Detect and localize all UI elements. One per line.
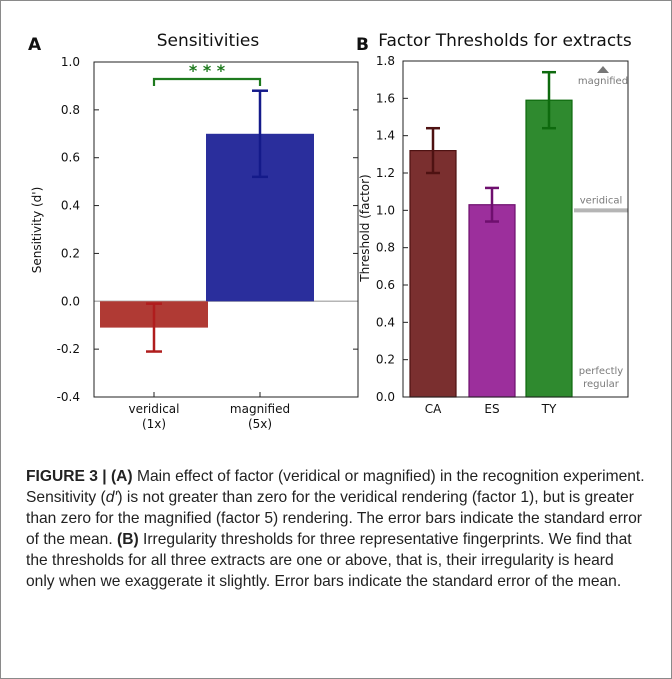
panel-a-bars: [100, 133, 314, 328]
y-tick-label: 0.8: [61, 103, 80, 117]
bar-CA: [409, 150, 457, 398]
x-category-sublabel: (1x): [142, 417, 166, 431]
panel-b-x-category-labels: CA ES TY: [425, 402, 557, 416]
perfectly-label: perfectly: [579, 366, 623, 377]
y-tick-label: 0.4: [376, 315, 395, 329]
y-tick-label: 1.8: [376, 54, 395, 68]
y-tick-label: -0.4: [57, 390, 80, 404]
y-tick-label: 1.0: [376, 203, 395, 217]
panel-b-bars: [409, 99, 573, 398]
caption-b-label: (B): [117, 531, 139, 548]
x-category-label: CA: [425, 402, 442, 416]
caption-d-prime: d′: [105, 489, 118, 506]
y-tick-label: -0.2: [57, 342, 80, 356]
significance-stars: * * *: [189, 61, 226, 80]
y-tick-label: 0.6: [376, 278, 395, 292]
x-category-label: magnified: [230, 402, 290, 416]
panel-a-title: Sensitivities: [157, 31, 260, 51]
figure-caption: FIGURE 3 | (A) Main effect of factor (ve…: [26, 466, 646, 592]
x-category-label: ES: [484, 402, 499, 416]
y-tick-label: 0.0: [61, 294, 80, 308]
y-tick-label: 1.6: [376, 91, 395, 105]
y-tick-label: 0.8: [376, 241, 395, 255]
bar-TY: [525, 99, 573, 398]
y-tick-label: 0.6: [61, 151, 80, 165]
caption-a-text-2: ) is not greater than zero for the verid…: [26, 489, 642, 548]
panel-b-title: Factor Thresholds for extracts: [378, 31, 632, 51]
magnified-label: magnified: [578, 76, 628, 87]
panel-b-label: B: [356, 35, 369, 55]
caption-figure-label: FIGURE 3 |: [26, 468, 107, 485]
panel-a-label: A: [28, 35, 42, 55]
panel-b: B Factor Thresholds for extracts Thresho…: [356, 31, 632, 416]
panel-a-y-tick-labels: 1.0 0.8 0.6 0.4 0.2 0.0 -0.2 -0.4: [57, 55, 80, 404]
panel-b-y-axis-label: Threshold (factor): [358, 174, 372, 282]
y-tick-label: 1.2: [376, 166, 395, 180]
bar-ES: [468, 204, 516, 398]
y-tick-label: 0.2: [61, 246, 80, 260]
panel-b-error-bars: [426, 70, 556, 223]
panel-a-error-bars: [146, 89, 268, 397]
panel-a-significance-bracket: * * *: [152, 61, 262, 86]
y-tick-label: 0.4: [61, 199, 80, 213]
x-category-label: veridical: [129, 402, 180, 416]
x-category-sublabel: (5x): [248, 417, 272, 431]
y-tick-label: 1.0: [61, 55, 80, 69]
panel-a: A Sensitivities Sensitivity (d') 1.0 0.8 0…: [28, 31, 359, 431]
panel-a-axes-frame: [93, 61, 359, 398]
y-tick-label: 1.4: [376, 129, 395, 143]
magnified-arrow-icon: [597, 66, 609, 73]
x-category-label: TY: [541, 402, 557, 416]
y-tick-label: 0.2: [376, 353, 395, 367]
caption-b-text: Irregularity thresholds for three repres…: [26, 531, 632, 590]
caption-a-label: (A): [110, 468, 133, 485]
significance-bracket-line: [152, 77, 262, 86]
panel-a-y-axis-label: Sensitivity (d'): [30, 187, 44, 274]
caption-a-text-1: Main effect of factor (veridical or magn…: [26, 468, 645, 506]
panel-b-y-tick-labels: 1.8 1.6 1.4 1.2 1.0 0.8 0.6 0.4 0.2 0.0: [376, 54, 395, 404]
regular-label: regular: [583, 379, 620, 390]
veridical-label: veridical: [580, 195, 623, 206]
panel-a-x-category-labels: veridical(1x) magnified(5x): [129, 402, 291, 431]
y-tick-label: 0.0: [376, 390, 395, 404]
panel-b-axes-frame: [402, 60, 629, 398]
panel-b-tick-marks: [403, 60, 408, 398]
